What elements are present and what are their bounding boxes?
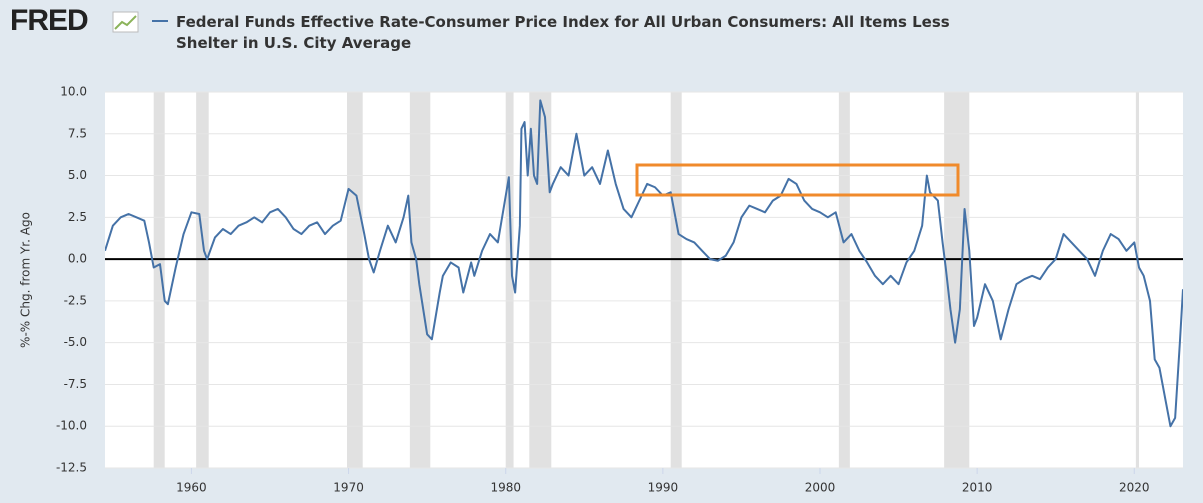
- recession-band: [1135, 92, 1139, 468]
- recession-band: [670, 92, 682, 468]
- recession-band: [529, 92, 552, 468]
- y-tick-label: -10.0: [56, 419, 87, 433]
- recession-band: [196, 92, 209, 468]
- legend-swatch: [152, 20, 168, 22]
- x-tick-label: 1960: [176, 481, 207, 495]
- x-tick-label: 2000: [805, 481, 836, 495]
- x-tick-label: 1990: [648, 481, 679, 495]
- recession-band: [505, 92, 514, 468]
- series-line: [105, 99, 1183, 428]
- recession-band: [944, 92, 970, 468]
- recession-band: [838, 92, 850, 468]
- x-tick-label: 1970: [333, 481, 364, 495]
- y-tick-label: -12.5: [56, 461, 87, 475]
- legend-label: Federal Funds Effective Rate-Consumer Pr…: [176, 13, 950, 52]
- x-tick-label: 2010: [962, 481, 993, 495]
- recession-band: [409, 92, 431, 468]
- x-tick-label: 2020: [1119, 481, 1150, 495]
- y-tick-label: -5.0: [64, 335, 87, 349]
- logo-icon: [112, 11, 139, 33]
- y-tick-label: 10.0: [60, 85, 87, 99]
- x-tick-label: 1980: [490, 481, 521, 495]
- y-tick-label: 0.0: [68, 252, 87, 266]
- y-tick-label: 2.5: [68, 210, 87, 224]
- y-tick-label: -7.5: [64, 377, 87, 391]
- y-axis-label: %-% Chg. from Yr. Ago: [19, 212, 33, 348]
- y-tick-label: 5.0: [68, 168, 87, 182]
- logo-line: [114, 15, 137, 30]
- recession-band: [347, 92, 363, 468]
- highlight-box: [635, 163, 960, 197]
- brand-logo: FRED: [10, 4, 89, 37]
- recession-band: [153, 92, 165, 468]
- y-tick-label: -2.5: [64, 293, 87, 307]
- logo-frame: [112, 11, 139, 33]
- y-tick-label: 7.5: [68, 126, 87, 140]
- plot-area: [105, 92, 1183, 468]
